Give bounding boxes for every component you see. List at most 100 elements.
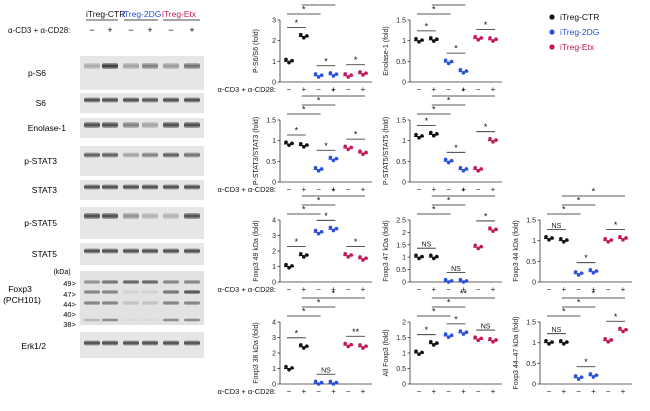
band-label-stat5: STAT5 <box>32 249 57 259</box>
data-point <box>361 73 365 77</box>
data-point <box>550 236 554 240</box>
data-point <box>479 336 484 341</box>
blot-band <box>84 63 100 69</box>
data-point <box>606 340 610 344</box>
data-point <box>331 382 336 386</box>
x-tick-label: + <box>331 85 336 94</box>
x-tick-label: + <box>461 85 466 94</box>
data-point <box>435 254 439 259</box>
data-point <box>559 339 563 343</box>
blot-panel-p-s6 <box>80 56 204 90</box>
data-point <box>464 167 469 171</box>
y-tick-label: 1 <box>272 264 276 271</box>
data-point <box>319 73 324 77</box>
data-point <box>461 332 466 336</box>
y-tick-label: 1 <box>402 38 406 45</box>
x-tick-label: + <box>491 85 496 94</box>
kda-mark: 47> <box>63 290 76 299</box>
y-tick-label: 1.5 <box>266 118 276 125</box>
data-point <box>449 279 454 283</box>
blot-band <box>184 318 200 322</box>
sig-label: NS <box>552 223 562 230</box>
x-tick-label: − <box>346 387 351 396</box>
data-point <box>284 364 288 369</box>
data-point <box>299 32 303 37</box>
data-point <box>299 141 303 146</box>
data-point <box>494 138 498 142</box>
kda-mark: 44> <box>63 300 76 309</box>
data-point <box>461 169 466 173</box>
blot-band <box>123 184 139 190</box>
data-point <box>343 341 348 346</box>
data-point <box>573 374 578 378</box>
x-tick-label: − <box>346 185 351 194</box>
blot-band <box>163 318 179 322</box>
x-tick-label: + <box>461 185 466 194</box>
data-point <box>473 243 478 248</box>
y-tick-label: 1 <box>272 59 276 66</box>
band-label-enolase: Enolase-1 <box>28 123 67 133</box>
x-tick-label: − <box>316 185 321 194</box>
x-axis-label: α-CD3 + α-CD28: <box>218 387 276 396</box>
data-point <box>435 341 439 345</box>
blot-band <box>102 318 118 322</box>
data-point <box>565 238 569 242</box>
blot-band <box>123 280 139 284</box>
data-point <box>417 256 421 261</box>
y-tick-label: 1 <box>402 255 406 262</box>
blot-band-labels: p-S6 S6 Enolase-1 p-STAT3 STAT3 p-STAT5 … <box>3 68 77 351</box>
data-point <box>603 237 607 241</box>
data-point <box>358 149 362 154</box>
blot-band <box>84 152 100 158</box>
blot-band <box>142 63 158 69</box>
x-tick-label: + <box>431 185 436 194</box>
y-tick-label: 3 <box>272 233 276 240</box>
data-point <box>414 132 418 137</box>
blot-band <box>163 122 179 128</box>
y-tick-label: 1 <box>272 366 276 373</box>
data-point <box>588 268 593 272</box>
blot-band <box>102 63 118 69</box>
x-tick-label: + <box>431 387 436 396</box>
x-tick-label: − <box>346 285 351 294</box>
blot-group-label-etx: iTreg-Etx <box>162 9 197 19</box>
blot-band <box>102 152 118 158</box>
data-point <box>334 226 339 231</box>
sig-label: * <box>317 96 321 106</box>
data-point <box>544 339 548 343</box>
data-point <box>299 251 303 256</box>
sig-label: * <box>354 130 358 140</box>
data-point <box>494 338 498 342</box>
x-tick-label: − <box>476 285 481 294</box>
data-point <box>464 69 469 73</box>
x-tick-label: − <box>316 85 321 94</box>
data-point <box>319 380 324 385</box>
data-point <box>473 335 478 339</box>
blot-panel-p-stat5 <box>80 207 204 239</box>
sig-label: NS <box>422 242 432 249</box>
data-point <box>458 277 463 282</box>
y-tick-label: 1.5 <box>396 18 406 25</box>
sig-label: * <box>584 253 588 263</box>
data-point <box>305 143 309 147</box>
y-tick-label: 3 <box>272 18 276 25</box>
sig-label: * <box>354 55 358 65</box>
data-point <box>624 327 628 332</box>
data-point <box>364 150 368 155</box>
y-tick-label: 1.5 <box>396 335 406 342</box>
blot-band <box>184 280 200 284</box>
data-point <box>328 155 333 160</box>
blot-band <box>102 97 118 103</box>
y-tick-label: 4 <box>272 218 276 225</box>
y-axis-label: Foxp3 38 kDa (fold) <box>253 322 260 383</box>
sig-label: * <box>302 307 306 317</box>
blot-stim-label: α-CD3 + α-CD28: <box>8 26 70 35</box>
y-tick-label: 2 <box>272 351 276 358</box>
x-tick-label: + <box>331 185 336 194</box>
y-tick-label: 1 <box>402 351 406 358</box>
data-point <box>302 35 306 40</box>
data-point <box>417 352 421 357</box>
blot-band <box>123 97 139 103</box>
data-point <box>576 377 581 381</box>
